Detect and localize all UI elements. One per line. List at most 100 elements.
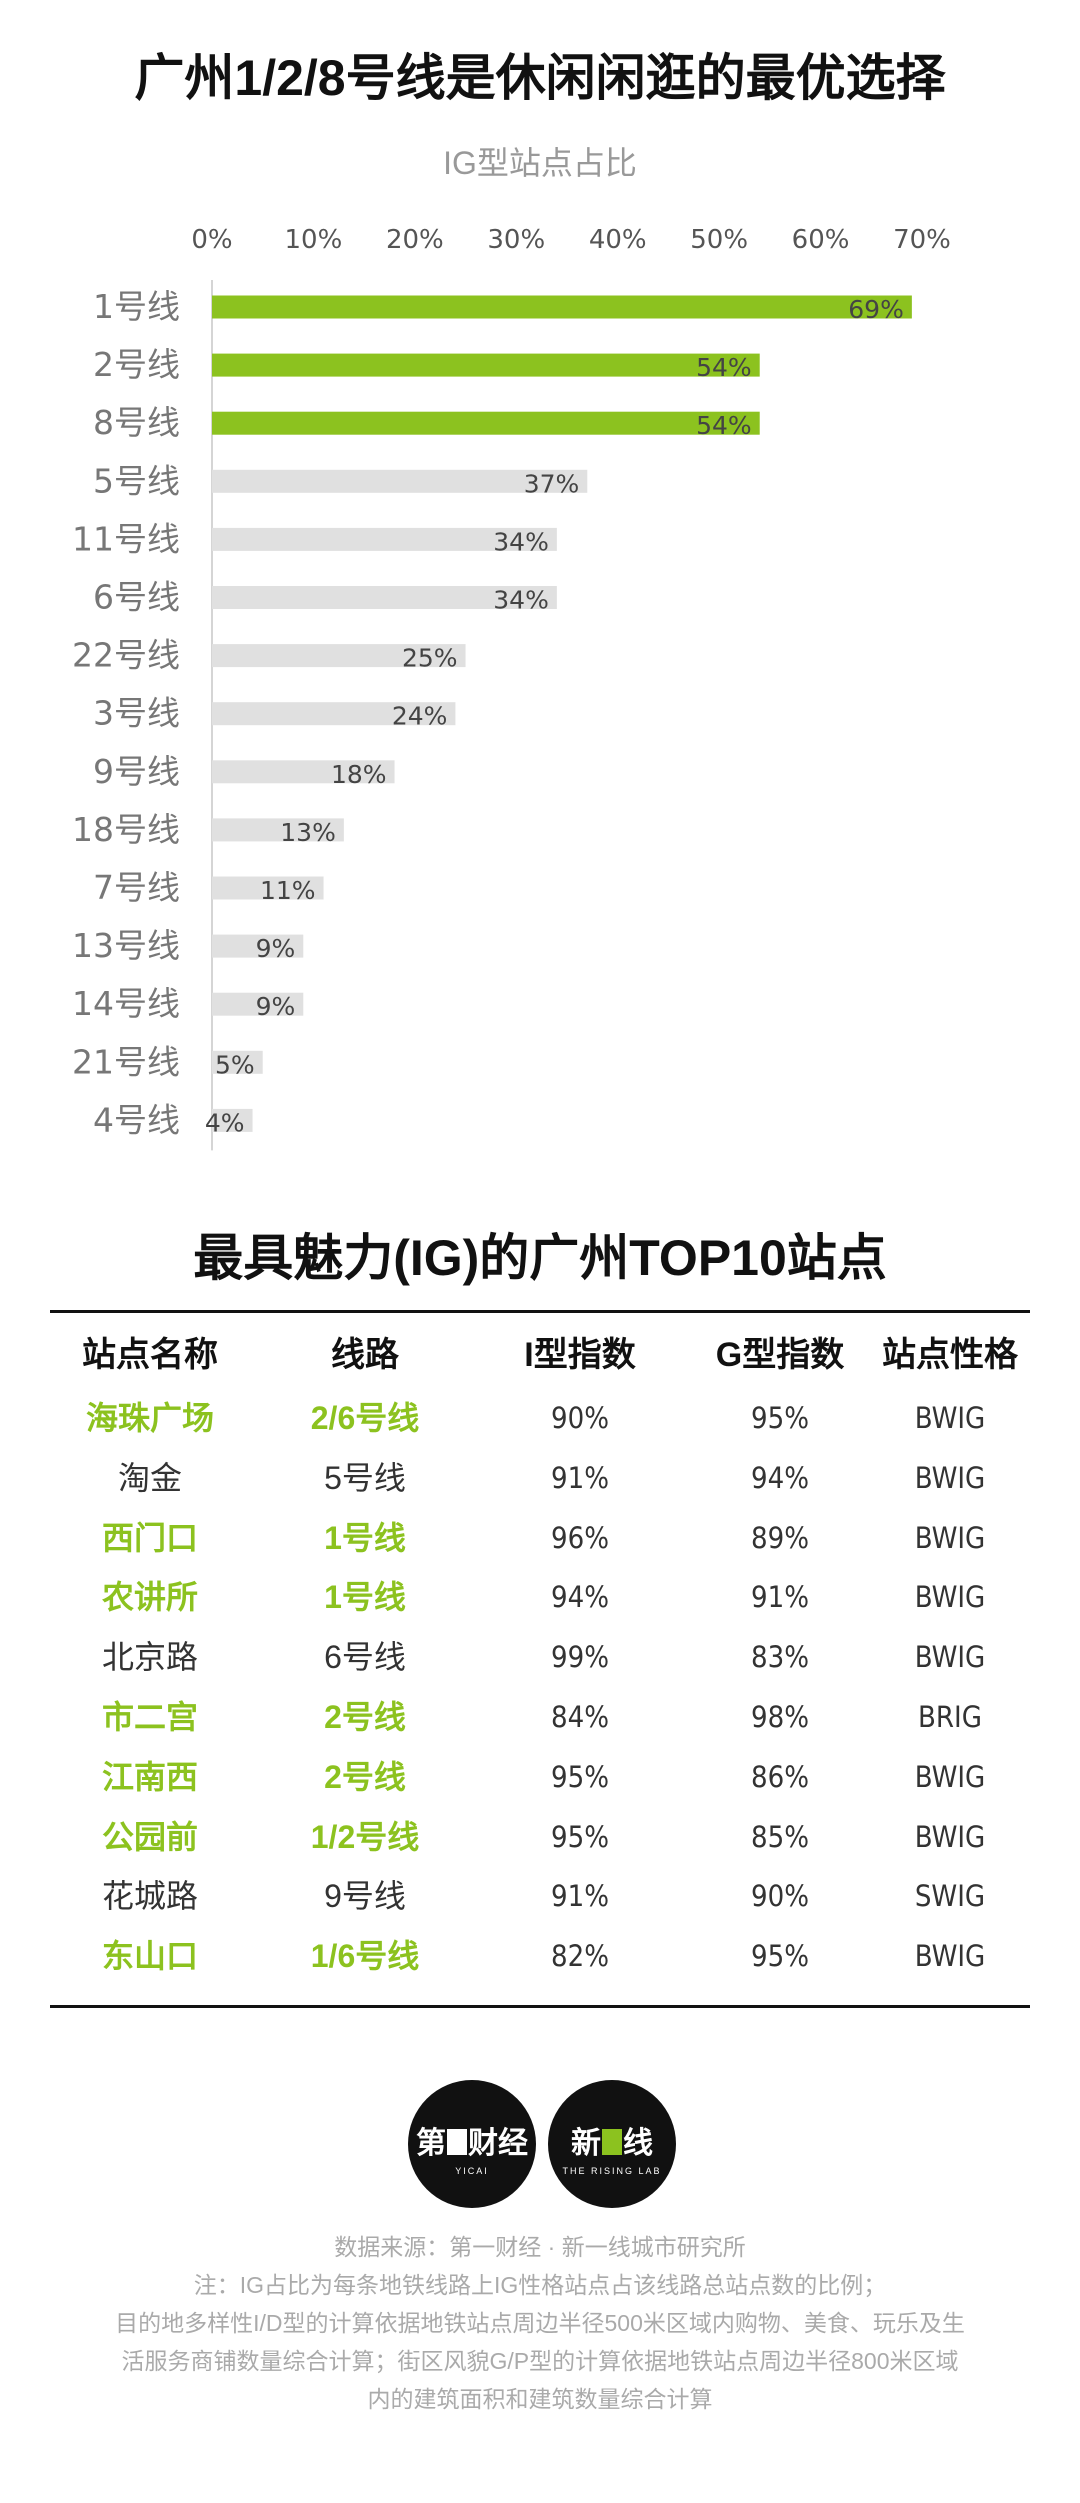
category-label: 8号线 bbox=[93, 403, 180, 442]
station-name: 农讲所 bbox=[101, 1579, 198, 1616]
bar bbox=[212, 934, 304, 958]
station-type: SWIG bbox=[914, 1879, 986, 1914]
station-type: BWIG bbox=[914, 1580, 986, 1615]
i-index: 95% bbox=[551, 1819, 609, 1854]
table-row: 海珠广场 2/6号线 90% 95% BWIG bbox=[50, 1388, 1030, 1448]
x-tick-label: 20% bbox=[386, 225, 444, 255]
bar bbox=[212, 411, 760, 435]
station-type: BWIG bbox=[914, 1520, 986, 1555]
data-label: 34% bbox=[493, 527, 549, 556]
category-label: 22号线 bbox=[72, 636, 180, 675]
i-index: 90% bbox=[551, 1401, 609, 1435]
data-label: 25% bbox=[402, 644, 458, 673]
data-label: 37% bbox=[524, 469, 580, 498]
logo1-subtext: YICAI bbox=[455, 2166, 489, 2176]
header-i-index: I型指数 bbox=[524, 1336, 636, 1374]
bar bbox=[212, 295, 912, 319]
data-label: 54% bbox=[696, 353, 752, 382]
table-row: 淘金 5号线 91% 94% BWIG bbox=[50, 1448, 1030, 1508]
station-type: BWIG bbox=[914, 1460, 986, 1495]
station-name: 公园前 bbox=[101, 1818, 198, 1855]
table-header: 站点名称 线路 I型指数 G型指数 站点性格 bbox=[50, 1325, 1030, 1385]
logo2-subtext: THE RISING LAB bbox=[562, 2166, 662, 2176]
category-label: 14号线 bbox=[72, 984, 180, 1023]
station-name: 西门口 bbox=[101, 1519, 198, 1556]
footer-note-2: 目的地多样性I/D型的计算依据地铁站点周边半径500米区域内购物、美食、玩乐及生 bbox=[115, 2310, 965, 2336]
station-type: BWIG bbox=[914, 1939, 986, 1974]
data-label: 9% bbox=[256, 992, 296, 1021]
data-label: 5% bbox=[215, 1050, 255, 1079]
i-index: 82% bbox=[551, 1939, 609, 1974]
table-bottom-rule bbox=[50, 2005, 1030, 2008]
line-name: 1号线 bbox=[324, 1519, 406, 1556]
bar bbox=[212, 818, 344, 842]
category-label: 5号线 bbox=[93, 461, 180, 500]
x-tick-label: 10% bbox=[285, 225, 343, 255]
logo2-text-b: 线 bbox=[623, 2127, 653, 2160]
header-station-type: 站点性格 bbox=[882, 1336, 1018, 1374]
station-name: 花城路 bbox=[101, 1878, 198, 1915]
station-name: 北京路 bbox=[101, 1639, 198, 1676]
category-label: 4号线 bbox=[93, 1100, 180, 1139]
category-label: 3号线 bbox=[93, 694, 180, 733]
data-label: 34% bbox=[493, 586, 549, 615]
line-name: 2号线 bbox=[324, 1699, 406, 1735]
header-station-name: 站点名称 bbox=[82, 1336, 218, 1374]
station-name: 海珠广场 bbox=[85, 1400, 214, 1436]
table-row: 北京路 6号线 99% 83% BWIG bbox=[50, 1627, 1030, 1687]
x-tick-label: 60% bbox=[792, 225, 850, 255]
data-label: 69% bbox=[848, 295, 904, 324]
station-name: 淘金 bbox=[117, 1459, 182, 1496]
bar bbox=[212, 702, 456, 726]
logo1-text-b: 财经 bbox=[468, 2127, 528, 2160]
line-name: 6号线 bbox=[324, 1639, 406, 1676]
category-label: 1号线 bbox=[93, 287, 180, 326]
rising-lab-logo: 新线 THE RISING LAB bbox=[548, 2080, 676, 2208]
g-index: 98% bbox=[751, 1700, 809, 1734]
category-label: 18号线 bbox=[72, 810, 180, 849]
station-name: 市二宫 bbox=[101, 1699, 198, 1735]
station-type: BRIG bbox=[918, 1700, 982, 1734]
data-label: 4% bbox=[205, 1108, 245, 1137]
bar bbox=[212, 1108, 253, 1132]
i-index: 99% bbox=[551, 1640, 609, 1675]
i-index: 91% bbox=[551, 1460, 609, 1495]
line-name: 2号线 bbox=[324, 1758, 406, 1795]
x-tick-label: 50% bbox=[690, 225, 748, 255]
bar bbox=[212, 353, 760, 377]
logo2-text-a: 新 bbox=[571, 2127, 601, 2160]
data-label: 11% bbox=[260, 876, 316, 905]
category-label: 11号线 bbox=[72, 519, 180, 558]
x-tick-label: 70% bbox=[893, 225, 951, 255]
i-index: 91% bbox=[551, 1879, 609, 1914]
station-type: BWIG bbox=[914, 1819, 986, 1854]
table-row: 东山口 1/6号线 82% 95% BWIG bbox=[50, 1926, 1030, 1986]
category-label: 9号线 bbox=[93, 752, 180, 791]
bar bbox=[212, 876, 324, 900]
g-index: 95% bbox=[751, 1939, 809, 1974]
bar bbox=[212, 1050, 263, 1074]
station-name: 江南西 bbox=[101, 1758, 198, 1795]
bar-chart: 0% 10% 20% 30% 40% 50% 60% 70% 1号线 69% 2号线 54% 8号线 54… bbox=[72, 225, 951, 1151]
footer-note-1: 注：IG占比为每条地铁线路上IG性格站点占该线路总站点数的比例； bbox=[193, 2272, 887, 2298]
station-type: BWIG bbox=[914, 1759, 986, 1794]
bar bbox=[212, 992, 304, 1016]
chart-title: 广州1/2/8号线是休闲闲逛的最优选择 bbox=[134, 50, 946, 106]
line-name: 1/2号线 bbox=[310, 1818, 420, 1855]
g-index: 83% bbox=[751, 1640, 809, 1675]
g-index: 89% bbox=[751, 1520, 809, 1555]
chart-subtitle: IG型站点占比 bbox=[443, 145, 637, 181]
table-row: 公园前 1/2号线 95% 85% BWIG bbox=[50, 1807, 1030, 1867]
table-row: 市二宫 2号线 84% 98% BRIG bbox=[50, 1687, 1030, 1747]
line-name: 1号线 bbox=[324, 1579, 406, 1616]
i-index: 96% bbox=[551, 1520, 609, 1555]
footer-note-4: 内的建筑面积和建筑数量综合计算 bbox=[367, 2386, 713, 2412]
category-label: 2号线 bbox=[93, 345, 180, 384]
x-tick-label: 30% bbox=[487, 225, 545, 255]
data-label: 13% bbox=[280, 818, 336, 847]
g-index: 85% bbox=[751, 1819, 809, 1854]
line-name: 5号线 bbox=[324, 1459, 406, 1496]
g-index: 86% bbox=[751, 1759, 809, 1794]
bar bbox=[212, 644, 466, 668]
bar bbox=[212, 469, 588, 493]
